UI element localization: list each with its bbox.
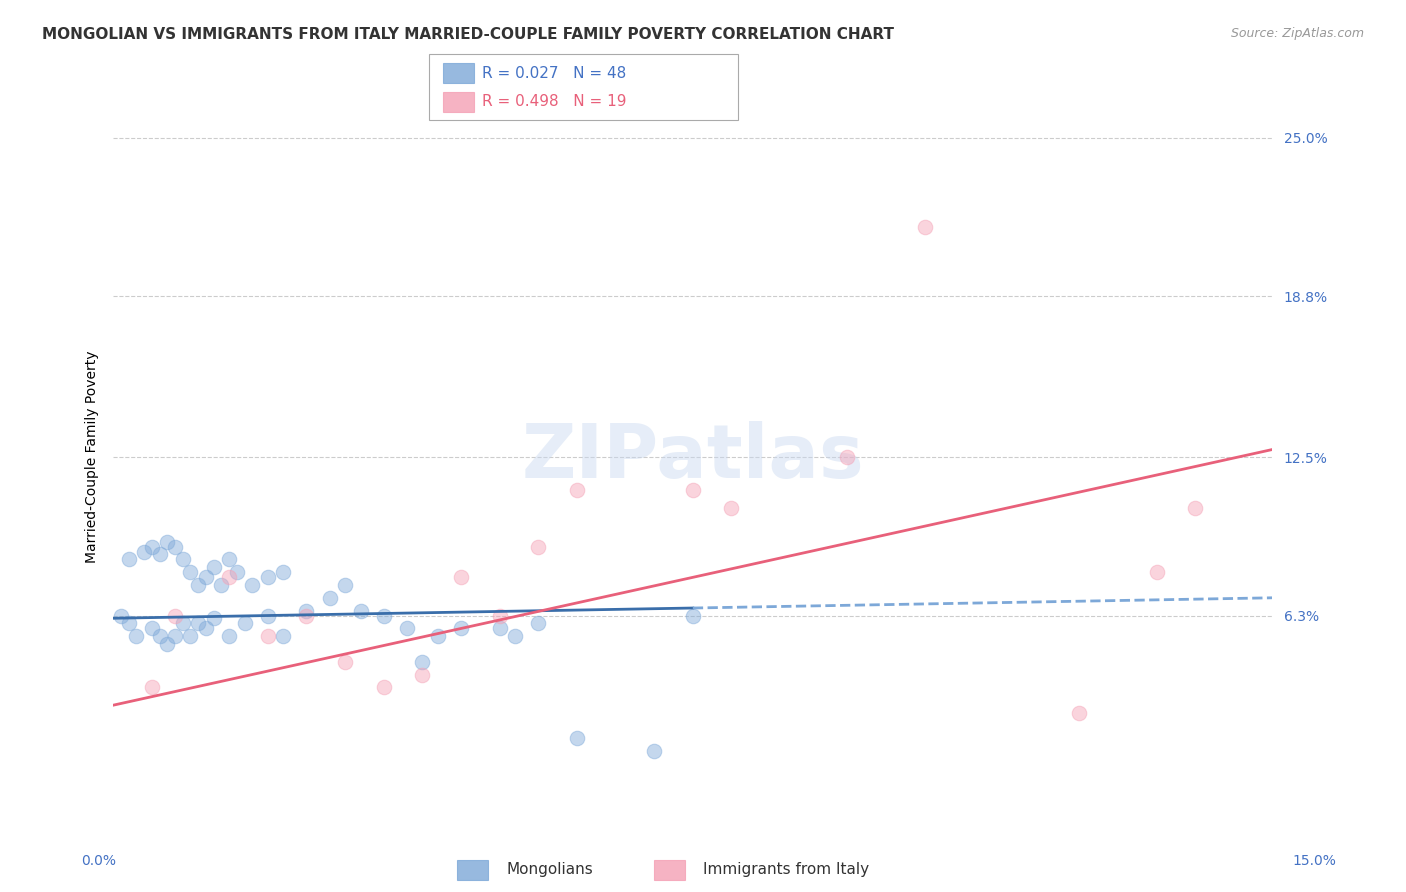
Point [179,566,201,580]
Point [682,608,704,623]
Point [163,629,186,643]
Point [194,622,217,636]
Point [488,622,510,636]
Point [450,570,472,584]
Point [194,570,217,584]
Text: Immigrants from Italy: Immigrants from Italy [703,863,869,877]
Point [395,622,418,636]
Point [256,608,278,623]
Point [125,629,148,643]
Point [233,616,256,631]
Y-axis label: Married-Couple Family Poverty: Married-Couple Family Poverty [86,351,100,564]
Point [503,629,526,643]
Point [240,578,263,592]
Point [225,566,247,580]
Point [1184,501,1206,516]
Point [209,578,232,592]
Point [295,608,318,623]
Point [527,616,550,631]
Point [187,616,209,631]
Point [172,616,194,631]
Point [148,629,170,643]
Point [333,655,356,669]
Text: R = 0.498   N = 19: R = 0.498 N = 19 [482,95,627,109]
Point [156,534,179,549]
Point [202,611,225,625]
Point [148,547,170,561]
Point [349,604,371,618]
Point [163,608,186,623]
Point [156,637,179,651]
Point [318,591,340,605]
Point [914,219,936,234]
Point [117,616,139,631]
Point [426,629,449,643]
Point [720,501,742,516]
Point [179,629,201,643]
Point [643,744,665,758]
Point [682,483,704,498]
Point [202,560,225,574]
Point [488,608,510,623]
Text: R = 0.027   N = 48: R = 0.027 N = 48 [482,66,627,80]
Point [527,540,550,554]
Point [132,545,155,559]
Point [411,667,433,681]
Text: 15.0%: 15.0% [1292,854,1337,868]
Point [333,578,356,592]
Point [271,629,294,643]
Point [450,622,472,636]
Point [141,540,163,554]
Point [256,629,278,643]
Point [373,608,395,623]
Point [1069,706,1091,720]
Point [295,604,318,618]
Text: Mongolians: Mongolians [506,863,593,877]
Point [373,681,395,695]
Text: Source: ZipAtlas.com: Source: ZipAtlas.com [1230,27,1364,40]
Point [141,622,163,636]
Point [163,540,186,554]
Point [141,681,163,695]
Point [218,629,240,643]
Point [256,570,278,584]
Text: MONGOLIAN VS IMMIGRANTS FROM ITALY MARRIED-COUPLE FAMILY POVERTY CORRELATION CHA: MONGOLIAN VS IMMIGRANTS FROM ITALY MARRI… [42,27,894,42]
Point [565,731,588,746]
Point [837,450,859,464]
Point [218,570,240,584]
Point [187,578,209,592]
Point [117,552,139,566]
Point [1146,566,1168,580]
Point [172,552,194,566]
Point [411,655,433,669]
Point [110,608,132,623]
Point [218,552,240,566]
Text: 0.0%: 0.0% [82,854,115,868]
Text: ZIPatlas: ZIPatlas [522,421,865,493]
Point [565,483,588,498]
Point [271,566,294,580]
